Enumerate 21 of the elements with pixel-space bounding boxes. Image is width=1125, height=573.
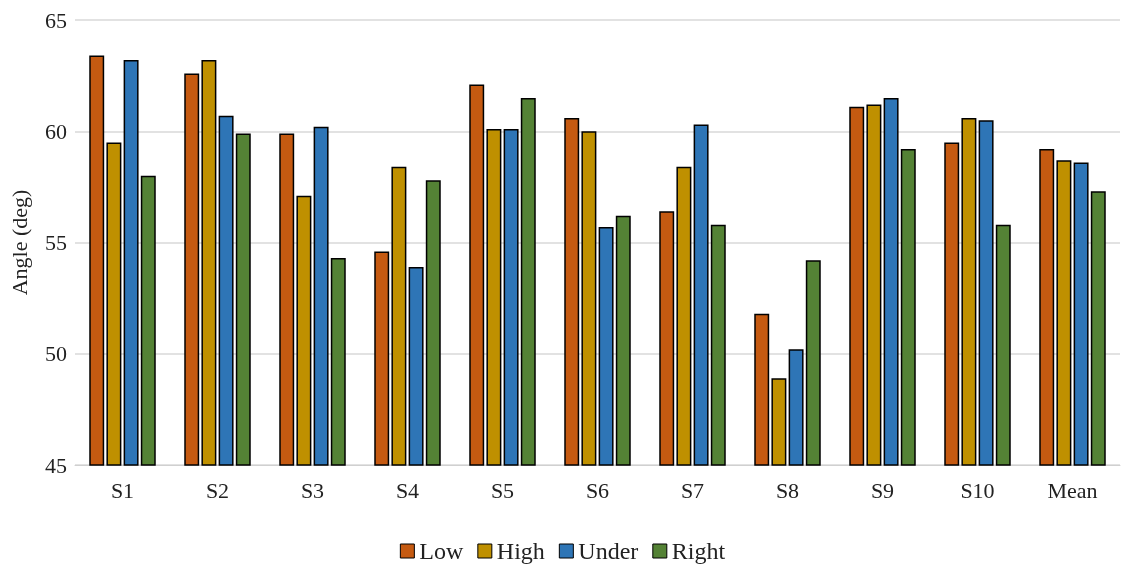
legend-label: High xyxy=(496,538,545,564)
x-tick-label: S9 xyxy=(870,477,895,503)
y-tick-label: 65 xyxy=(45,7,67,33)
y-axis-title: Angle (deg) xyxy=(6,189,32,296)
x-tick-label: S5 xyxy=(490,477,515,503)
x-tick-label: S1 xyxy=(110,477,135,503)
x-tick-label: S4 xyxy=(395,477,420,503)
x-tick-label: S2 xyxy=(205,477,230,503)
y-tick-label: 45 xyxy=(45,452,67,478)
x-tick-label: S8 xyxy=(775,477,800,503)
legend-label: Under xyxy=(578,538,639,564)
y-tick-label: 55 xyxy=(45,230,67,255)
x-tick-label: S3 xyxy=(300,477,325,503)
x-tick-label: S7 xyxy=(680,477,705,503)
legend-label: Right xyxy=(671,538,726,564)
x-tick-label: S10 xyxy=(960,477,995,503)
legend-label: Low xyxy=(419,538,464,564)
y-tick-label: 50 xyxy=(45,341,67,367)
y-tick-label: 60 xyxy=(45,118,67,144)
x-tick-label: S6 xyxy=(585,477,610,503)
x-tick-label: Mean xyxy=(1047,477,1098,503)
